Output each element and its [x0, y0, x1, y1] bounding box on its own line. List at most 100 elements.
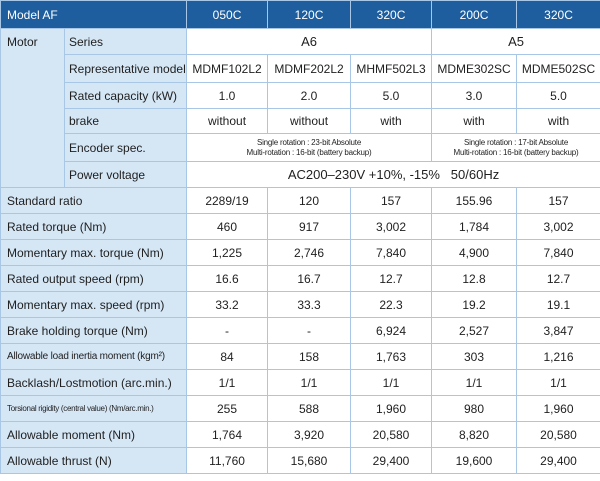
spec-row-label: Allowable moment (Nm) [0, 421, 188, 448]
spec-value: 19.1 [516, 291, 600, 318]
spec-value: 8,820 [431, 421, 518, 448]
brake-cell: with [431, 108, 518, 134]
spec-value: 16.6 [186, 265, 269, 292]
spec-value: 1,960 [516, 395, 600, 422]
encoder-a5-line2: Multi-rotation : 16-bit (battery backup) [453, 147, 579, 157]
spec-value: 155.96 [431, 187, 518, 214]
spec-row-label: Rated output speed (rpm) [0, 265, 188, 292]
spec-value: 2289/19 [186, 187, 269, 214]
rep-model-cell: MDME502SC [516, 54, 600, 83]
spec-value: 7,840 [350, 239, 433, 266]
spec-row-label: Allowable thrust (N) [0, 447, 188, 474]
spec-value: 29,400 [516, 447, 600, 474]
spec-value: 4,900 [431, 239, 518, 266]
model-header: Model AF [0, 0, 188, 29]
spec-row: Allowable thrust (N) 11,760 15,680 29,40… [0, 447, 600, 474]
brake-cell: with [350, 108, 433, 134]
capacity-cell: 5.0 [516, 82, 600, 109]
spec-value: 120 [267, 187, 352, 214]
power-row: Power voltage AC200–230V +10%, -15% 50/6… [1, 161, 600, 188]
spec-row: Rated torque (Nm) 460 917 3,002 1,784 3,… [0, 213, 600, 240]
spec-row: Rated output speed (rpm) 16.6 16.7 12.7 … [0, 265, 600, 292]
spec-value: 3,002 [350, 213, 433, 240]
spec-value: - [186, 317, 269, 344]
spec-row: Allowable load inertia moment (kgm²) 84 … [0, 343, 600, 370]
spec-row: Momentary max. torque (Nm) 1,225 2,746 7… [0, 239, 600, 266]
spec-value: 1/1 [516, 369, 600, 396]
capacity-cell: 2.0 [267, 82, 352, 109]
spec-value: 980 [431, 395, 518, 422]
spec-value: 1,784 [431, 213, 518, 240]
spec-value: 7,840 [516, 239, 600, 266]
spec-value: 460 [186, 213, 269, 240]
spec-value: 1,763 [350, 343, 433, 370]
spec-value: 917 [267, 213, 352, 240]
spec-value: 22.3 [350, 291, 433, 318]
spec-value: 1,960 [350, 395, 433, 422]
spec-row-label: Torsional rigidity (central value) (Nm/a… [0, 395, 188, 422]
spec-value: 255 [186, 395, 269, 422]
brake-cell: without [186, 108, 269, 134]
rep-model-label: Representative model [63, 54, 188, 83]
spec-value: 11,760 [186, 447, 269, 474]
rep-model-cell: MDMF202L2 [267, 54, 352, 83]
spec-rows: Standard ratio 2289/19 120 157 155.96 15… [0, 187, 600, 474]
spec-value: 2,746 [267, 239, 352, 266]
model-col-5: 320C [516, 0, 600, 29]
spec-value: 157 [516, 187, 600, 214]
spec-value: 20,580 [516, 421, 600, 448]
spec-value: 29,400 [350, 447, 433, 474]
spec-row: Allowable moment (Nm) 1,764 3,920 20,580… [0, 421, 600, 448]
series-row: Motor Series A6 A5 [0, 28, 600, 188]
spec-value: 3,002 [516, 213, 600, 240]
encoder-a6-line1: Single rotation : 23-bit Absolute [256, 137, 362, 147]
spec-row: Backlash/Lostmotion (arc.min.) 1/1 1/1 1… [0, 369, 600, 396]
rep-model-cell: MDME302SC [431, 54, 518, 83]
spec-value: 1,216 [516, 343, 600, 370]
brake-cell: with [516, 108, 600, 134]
capacity-row: Rated capacity (kW) 1.0 2.0 5.0 3.0 5.0 [1, 82, 600, 109]
capacity-cell: 1.0 [186, 82, 269, 109]
rep-model-cell: MHMF502L3 [350, 54, 433, 83]
spec-value: 19,600 [431, 447, 518, 474]
spec-value: 19.2 [431, 291, 518, 318]
spec-row: Momentary max. speed (rpm) 33.2 33.3 22.… [0, 291, 600, 318]
encoder-row: Encoder spec. Single rotation : 23-bit A… [1, 133, 600, 162]
capacity-label: Rated capacity (kW) [63, 82, 188, 109]
encoder-a5: Single rotation : 17-bit Absolute Multi-… [431, 133, 600, 162]
encoder-a5-line1: Single rotation : 17-bit Absolute [463, 137, 569, 147]
capacity-cell: 5.0 [350, 82, 433, 109]
encoder-a6-line2: Multi-rotation : 16-bit (battery backup) [246, 147, 372, 157]
header-row: Model AF 050C 120C 320C 200C 320C [0, 0, 600, 29]
spec-value: 33.3 [267, 291, 352, 318]
spec-value: 1,225 [186, 239, 269, 266]
spec-value: 1/1 [350, 369, 433, 396]
brake-label: brake [63, 108, 188, 134]
model-col-4: 200C [431, 0, 518, 29]
power-label: Power voltage [63, 161, 188, 188]
spec-value: 588 [267, 395, 352, 422]
spec-value: 303 [431, 343, 518, 370]
spec-row-label: Allowable load inertia moment (kgm²) [0, 343, 188, 370]
spec-row: Brake holding torque (Nm) - - 6,924 2,52… [0, 317, 600, 344]
spec-row-label: Momentary max. speed (rpm) [0, 291, 188, 318]
spec-row-label: Standard ratio [0, 187, 188, 214]
spec-row-label: Momentary max. torque (Nm) [0, 239, 188, 266]
spec-value: - [267, 317, 352, 344]
spec-value: 12.7 [516, 265, 600, 292]
brake-row: brake without without with with with [1, 108, 600, 134]
spec-row-label: Brake holding torque (Nm) [0, 317, 188, 344]
spec-value: 33.2 [186, 291, 269, 318]
spec-value: 12.8 [431, 265, 518, 292]
series-a6: A6 [186, 28, 433, 55]
spec-value: 1/1 [431, 369, 518, 396]
spec-row: Standard ratio 2289/19 120 157 155.96 15… [0, 187, 600, 214]
encoder-label: Encoder spec. [63, 133, 188, 162]
spec-value: 157 [350, 187, 433, 214]
model-col-1: 050C [186, 0, 269, 29]
model-col-3: 320C [350, 0, 433, 29]
encoder-a6: Single rotation : 23-bit Absolute Multi-… [186, 133, 433, 162]
rep-model-row: Representative model MDMF102L2 MDMF202L2… [1, 54, 600, 83]
motor-group-label: Motor [0, 28, 65, 188]
